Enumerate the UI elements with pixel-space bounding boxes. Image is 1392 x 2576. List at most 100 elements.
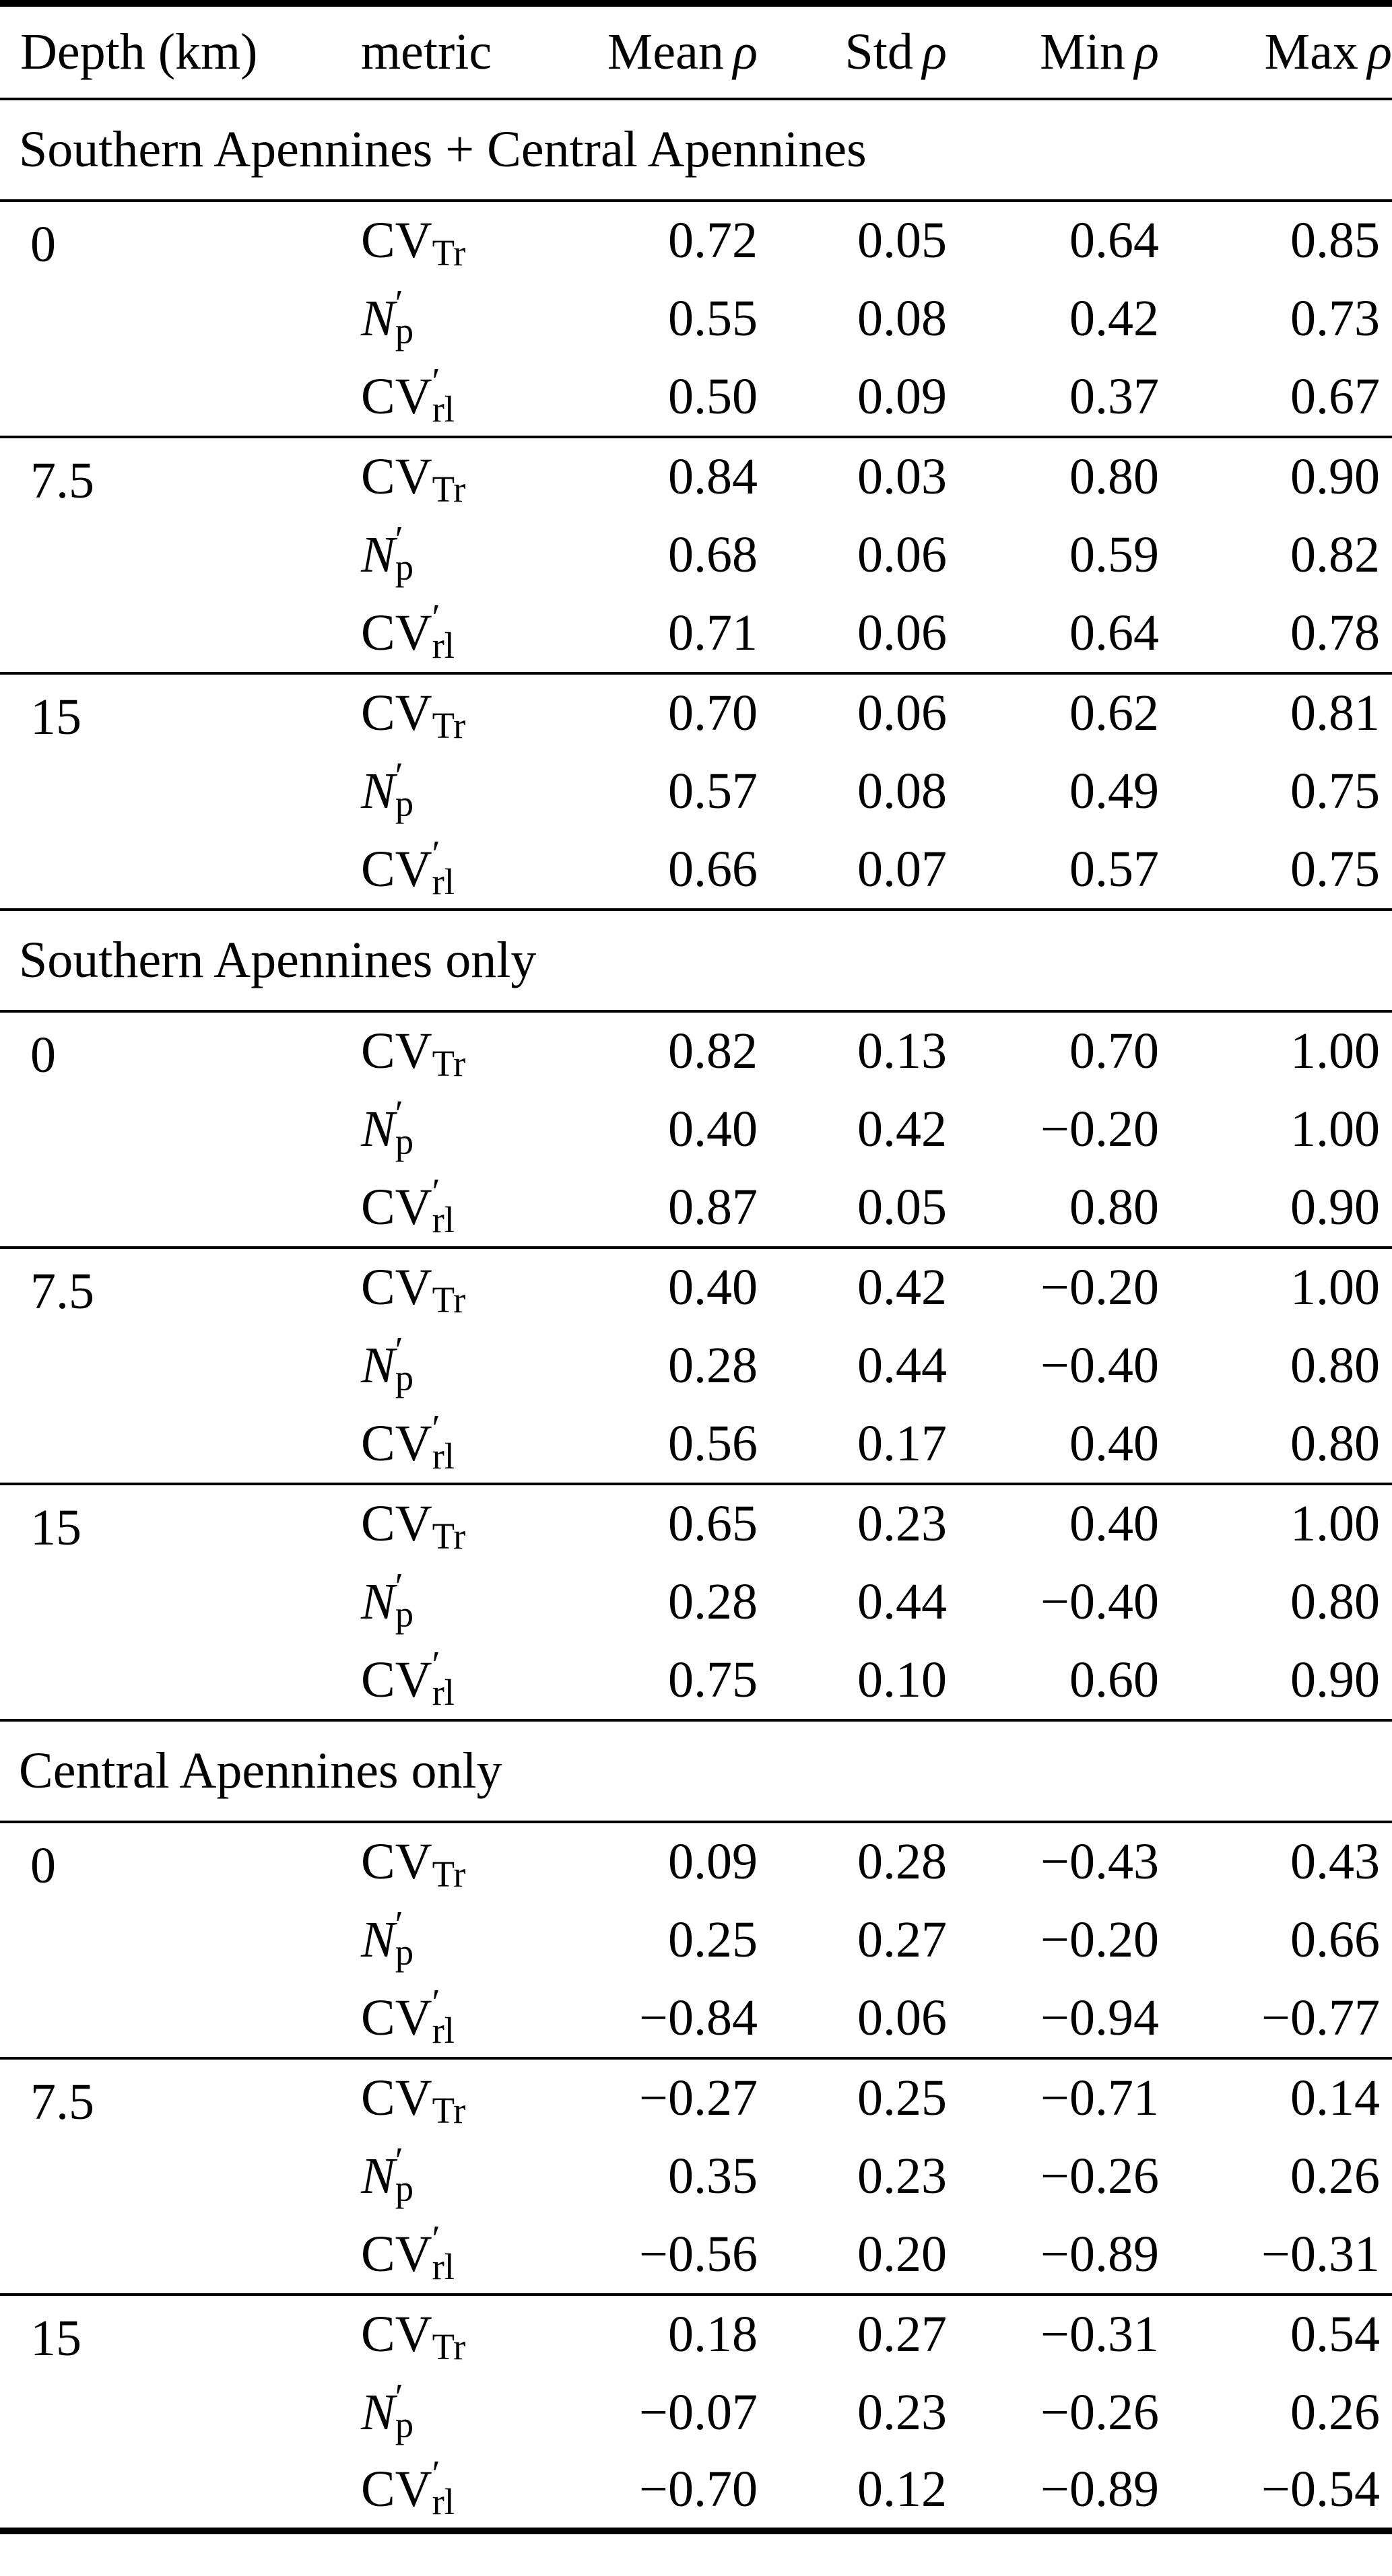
- std-cell: 0.42: [857, 1258, 947, 1316]
- mean-cell: −0.70: [639, 2461, 758, 2518]
- metric-label: CV ′ rl: [361, 1173, 455, 1238]
- min-cell: −0.20: [1040, 1258, 1159, 1316]
- metric-base: N: [361, 762, 395, 819]
- table-row: CV ′ rl 0.50 0.09 0.37 0.67: [0, 358, 1392, 437]
- metric-subscript: rl: [432, 2009, 455, 2051]
- table-row: N ′ p 0.25 0.27 −0.20 0.66: [0, 1901, 1392, 1979]
- metric-base: CV: [361, 448, 432, 505]
- prime-mark: ′: [432, 1406, 440, 1448]
- metric-base: N: [361, 1911, 395, 1968]
- prime-mark: ′: [432, 360, 440, 401]
- max-cell: 0.80: [1290, 1415, 1380, 1472]
- metric-base: CV: [361, 1495, 432, 1552]
- metric-base: N: [361, 526, 395, 583]
- max-cell: −0.31: [1261, 2225, 1380, 2282]
- metric-subscript: rl: [432, 624, 455, 666]
- section-title: Southern Apennines + Central Apennines: [19, 121, 867, 178]
- min-cell: 0.80: [1069, 1178, 1159, 1235]
- mean-cell: 0.72: [668, 211, 758, 269]
- metric-base: CV: [361, 604, 432, 661]
- mean-cell: 0.18: [668, 2305, 758, 2363]
- depth-group-2-2: 15 CV Tr 0.18 0.27 −0.31 0.54 N ′ p −0.07 0.23 −0.26…: [0, 2295, 1392, 2531]
- std-cell: 0.12: [857, 2461, 947, 2518]
- metric-cell: CV Tr: [343, 2058, 535, 2137]
- max-cell: 0.54: [1290, 2305, 1380, 2363]
- mean-cell: 0.66: [668, 840, 758, 897]
- metric-subscript: rl: [432, 2481, 455, 2523]
- header-label: Std: [844, 23, 913, 80]
- metric-subscript: Tr: [432, 704, 466, 746]
- max-cell: 0.80: [1290, 1573, 1380, 1630]
- std-cell: 0.06: [857, 604, 947, 661]
- mean-cell: 0.84: [668, 448, 758, 505]
- max-cell: 0.43: [1290, 1833, 1380, 1890]
- std-cell: 0.25: [857, 2069, 947, 2126]
- depth-cell: 0: [30, 216, 56, 273]
- std-cell: 0.08: [857, 290, 947, 347]
- metric-base: CV: [361, 2069, 432, 2126]
- table-row: 7.5 CV Tr 0.40 0.42 −0.20 1.00: [0, 1248, 1392, 1326]
- max-cell: 1.00: [1290, 1022, 1380, 1079]
- mean-cell: −0.27: [639, 2069, 758, 2126]
- mean-cell: 0.28: [668, 1573, 758, 1630]
- table-row: N ′ p 0.40 0.42 −0.20 1.00: [0, 1090, 1392, 1169]
- rho-symbol: ρ: [1367, 23, 1392, 80]
- min-cell: 0.70: [1069, 1022, 1159, 1079]
- prime-mark: ′: [432, 832, 440, 874]
- metric-cell: CV ′ rl: [343, 1641, 535, 1720]
- metric-subscript: rl: [432, 388, 455, 430]
- metric-base: N: [361, 1336, 395, 1394]
- std-cell: 0.27: [857, 2305, 947, 2363]
- max-cell: 0.66: [1290, 1911, 1380, 1968]
- metric-subscript: p: [395, 1120, 414, 1162]
- prime-mark: ′: [395, 1565, 403, 1606]
- metric-base: CV: [361, 2225, 432, 2282]
- metric-subscript: rl: [432, 1671, 455, 1713]
- min-cell: 0.80: [1069, 448, 1159, 505]
- mean-cell: 0.68: [668, 526, 758, 583]
- metric-subscript: p: [395, 782, 414, 824]
- metric-base: CV: [361, 1178, 432, 1235]
- header-label: Depth (km): [20, 23, 258, 80]
- mean-cell: 0.82: [668, 1022, 758, 1079]
- metric-cell: CV Tr: [343, 1011, 535, 1090]
- header-label: Max: [1264, 23, 1358, 80]
- max-cell: 0.90: [1290, 1178, 1380, 1235]
- std-cell: 0.10: [857, 1651, 947, 1708]
- metric-cell: N ′ p: [343, 1563, 535, 1641]
- max-cell: 0.80: [1290, 1336, 1380, 1394]
- section-title-row: Southern Apennines only: [0, 910, 1392, 1011]
- min-cell: 0.64: [1069, 604, 1159, 661]
- min-cell: 0.57: [1069, 840, 1159, 897]
- mean-cell: 0.50: [668, 368, 758, 425]
- table-row: CV ′ rl −0.56 0.20 −0.89 −0.31: [0, 2216, 1392, 2295]
- min-cell: −0.89: [1040, 2225, 1159, 2282]
- min-cell: −0.20: [1040, 1100, 1159, 1157]
- metric-cell: CV ′ rl: [343, 595, 535, 673]
- mean-cell: 0.71: [668, 604, 758, 661]
- std-cell: 0.23: [857, 2383, 947, 2441]
- depth-group-2-0: 0 CV Tr 0.09 0.28 −0.43 0.43 N ′ p 0.25 0.27 −0.20 0.…: [0, 1822, 1392, 2058]
- table-row: CV ′ rl 0.75 0.10 0.60 0.90: [0, 1641, 1392, 1720]
- metric-base: CV: [361, 1415, 432, 1472]
- std-cell: 0.17: [857, 1415, 947, 1472]
- col-header-max: Max ρ: [1159, 3, 1392, 99]
- metric-base: CV: [361, 840, 432, 897]
- table-row: 15 CV Tr 0.18 0.27 −0.31 0.54: [0, 2295, 1392, 2373]
- metric-label: CV ′ rl: [361, 2455, 455, 2520]
- metric-subscript: p: [395, 1357, 414, 1398]
- std-cell: 0.08: [857, 762, 947, 819]
- depth-cell: 15: [30, 689, 81, 745]
- metric-label: N ′ p: [361, 1331, 413, 1396]
- table-row: N ′ p 0.35 0.23 −0.26 0.26: [0, 2137, 1392, 2216]
- depth-cell: 7.5: [30, 2074, 94, 2130]
- min-cell: −0.26: [1040, 2147, 1159, 2204]
- max-cell: 1.00: [1290, 1495, 1380, 1552]
- metric-base: CV: [361, 368, 432, 425]
- max-cell: −0.77: [1261, 1989, 1380, 2046]
- std-cell: 0.03: [857, 448, 947, 505]
- min-cell: −0.71: [1040, 2069, 1159, 2126]
- metric-label: CV Tr: [361, 2309, 465, 2365]
- metric-cell: CV Tr: [343, 2295, 535, 2373]
